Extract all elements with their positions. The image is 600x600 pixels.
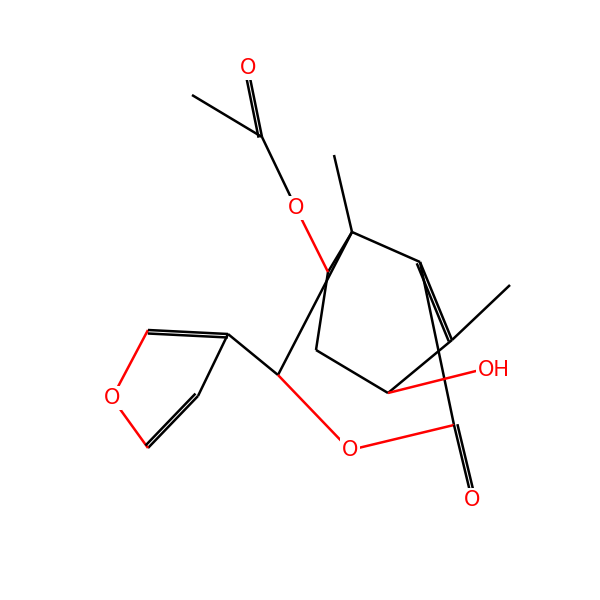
Text: O: O [240,58,256,78]
Text: OH: OH [478,360,510,380]
Text: O: O [464,490,480,510]
Text: O: O [288,198,304,218]
Text: O: O [342,440,358,460]
Text: O: O [104,388,120,408]
